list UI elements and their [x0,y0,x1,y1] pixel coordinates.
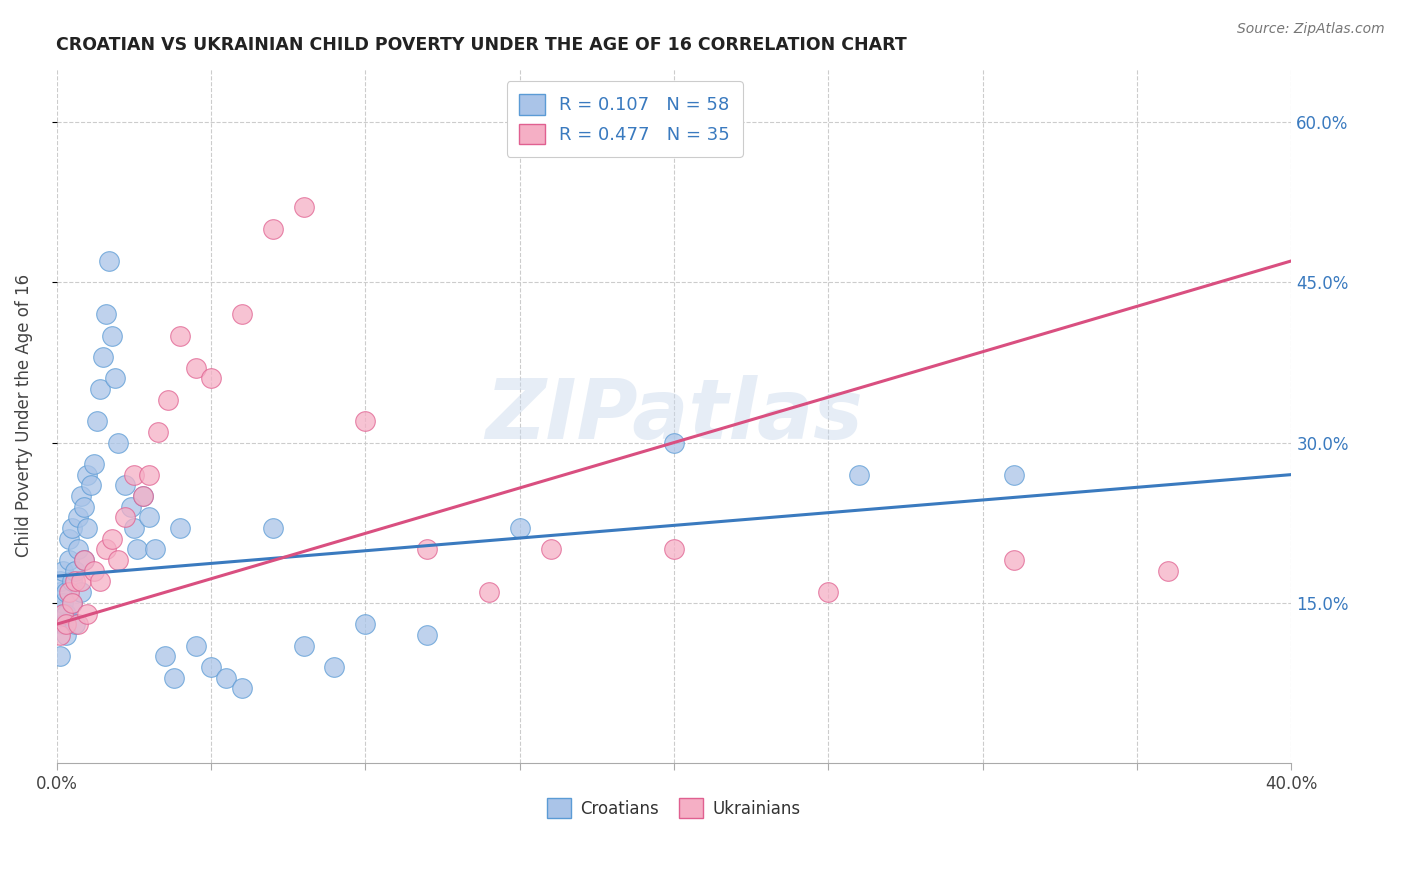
Point [540,542,562,557]
Point [48,628,70,642]
Point [76,607,98,621]
Point [231,681,253,696]
Point [76,467,98,482]
Point [262,521,284,535]
Point [1157,564,1180,578]
Point [104,371,127,385]
Point [101,328,124,343]
Point [83,564,105,578]
Point [292,201,315,215]
Point [58,553,80,567]
Legend: Croatians, Ukrainians: Croatians, Ukrainians [540,792,807,824]
Point [354,617,377,632]
Point [63,574,86,589]
Point [132,489,155,503]
Point [79,478,101,492]
Point [125,542,148,557]
Point [817,585,839,599]
Point [48,574,70,589]
Text: CROATIAN VS UKRAINIAN CHILD POVERTY UNDER THE AGE OF 16 CORRELATION CHART: CROATIAN VS UKRAINIAN CHILD POVERTY UNDE… [56,36,907,54]
Point [292,639,315,653]
Point [48,585,70,599]
Point [132,489,155,503]
Point [70,489,93,503]
Point [58,585,80,599]
Point [120,500,142,514]
Point [156,392,179,407]
Point [153,649,176,664]
Point [1002,467,1025,482]
Point [58,532,80,546]
Point [83,457,105,471]
Point [163,671,186,685]
Point [89,382,111,396]
Point [48,649,70,664]
Point [55,607,77,621]
Point [52,564,75,578]
Point [1002,553,1025,567]
Point [91,350,114,364]
Point [70,574,93,589]
Point [662,542,685,557]
Text: Source: ZipAtlas.com: Source: ZipAtlas.com [1237,22,1385,37]
Point [48,607,70,621]
Point [63,564,86,578]
Point [55,617,77,632]
Point [200,660,222,674]
Point [169,328,191,343]
Point [101,532,124,546]
Point [107,435,129,450]
Point [86,414,108,428]
Point [215,671,238,685]
Point [98,253,121,268]
Point [231,307,253,321]
Point [169,521,191,535]
Point [107,553,129,567]
Point [114,478,136,492]
Point [89,574,111,589]
Point [76,521,98,535]
Point [262,222,284,236]
Point [73,553,96,567]
Point [323,660,346,674]
Point [73,553,96,567]
Point [70,585,93,599]
Point [55,585,77,599]
Point [662,435,685,450]
Point [52,617,75,632]
Point [145,542,167,557]
Text: ZIPatlas: ZIPatlas [485,376,863,457]
Point [52,607,75,621]
Point [416,628,439,642]
Point [416,542,439,557]
Point [60,521,83,535]
Point [122,521,145,535]
Point [67,510,90,524]
Point [200,371,222,385]
Point [848,467,870,482]
Point [60,574,83,589]
Point [138,467,160,482]
Point [478,585,501,599]
Point [55,628,77,642]
Point [114,510,136,524]
Point [67,542,90,557]
Y-axis label: Child Poverty Under the Age of 16: Child Poverty Under the Age of 16 [15,274,32,558]
Point [148,425,170,439]
Point [184,639,207,653]
Point [73,500,96,514]
Point [94,542,117,557]
Point [122,467,145,482]
Point [94,307,117,321]
Point [509,521,531,535]
Point [60,596,83,610]
Point [52,596,75,610]
Point [184,360,207,375]
Point [354,414,377,428]
Point [67,617,90,632]
Point [60,596,83,610]
Point [138,510,160,524]
Point [63,617,86,632]
